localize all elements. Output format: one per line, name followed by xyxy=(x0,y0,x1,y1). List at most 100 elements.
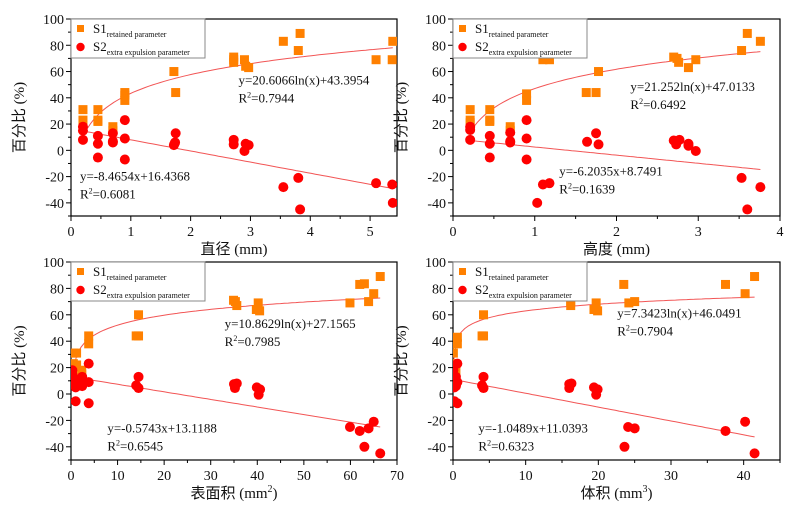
y-axis: -40 -20 0 20 40 60 80 100 xyxy=(425,13,453,217)
s2-point xyxy=(505,127,516,138)
x-tick-label: 1 xyxy=(127,225,134,240)
legend-s2-label: S2extra expulsion parameter xyxy=(475,282,572,300)
s2-point xyxy=(231,378,242,389)
x-tick-label: 4 xyxy=(307,225,314,240)
x-tick-label: 20 xyxy=(591,469,605,484)
y-tick-label: 100 xyxy=(425,256,446,271)
s2-point xyxy=(505,137,516,148)
x-tick-label: 40 xyxy=(737,469,751,484)
legend-box xyxy=(70,261,206,302)
s1-point xyxy=(278,36,288,46)
y-tick-label: 80 xyxy=(50,282,64,297)
s2-r-squared: R2=0.1639 xyxy=(559,181,615,196)
y-tick-label: 60 xyxy=(50,309,64,324)
y-tick-label: 100 xyxy=(43,13,64,28)
y-tick-label: 0 xyxy=(57,388,64,403)
s2-point xyxy=(107,128,118,139)
s2-point xyxy=(368,416,379,427)
legend-s1-label: S1retained parameter xyxy=(475,21,549,39)
panel-top-right: -40 -20 0 20 40 60 80 100 0 1 2 3 4 高度 (mm) 百分比 (%) y=2… xyxy=(393,13,784,258)
y-tick-label: -40 xyxy=(45,441,64,456)
legend-box xyxy=(70,18,206,59)
y-tick-label: 20 xyxy=(50,118,64,133)
legend-box xyxy=(452,18,588,59)
y-tick-label: 100 xyxy=(425,13,446,28)
s2-points xyxy=(71,358,386,459)
s2-point xyxy=(749,448,760,459)
s1-point xyxy=(169,67,179,77)
legend-s1-marker xyxy=(459,25,466,32)
s1-point xyxy=(359,279,369,289)
s2-point xyxy=(387,197,397,208)
s2-point xyxy=(465,124,476,135)
x-tick-label: 3 xyxy=(695,225,702,240)
s1-point xyxy=(630,297,640,307)
s2-point xyxy=(133,383,144,394)
x-axis: 0 1 2 3 4 xyxy=(450,216,784,240)
s1-fit-curve xyxy=(72,297,381,369)
s1-point xyxy=(740,289,750,299)
y-tick-label: 80 xyxy=(432,282,446,297)
s1-point xyxy=(566,297,576,307)
s2-point xyxy=(465,134,476,145)
s2-point xyxy=(582,136,593,147)
s1-point xyxy=(239,55,249,65)
s1-point xyxy=(674,57,684,67)
s1-point xyxy=(171,88,181,98)
s1-point xyxy=(253,298,263,308)
y-tick-label: 20 xyxy=(432,362,446,377)
s2-fit-equation: y=-6.2035x+8.7491 xyxy=(559,163,663,178)
s1-point xyxy=(737,46,747,56)
s2-point xyxy=(255,384,266,395)
s1-point xyxy=(465,105,475,115)
s1-point xyxy=(538,55,548,65)
legend-s1-marker xyxy=(77,268,84,275)
s2-point xyxy=(484,152,495,163)
s1-point xyxy=(371,55,381,65)
s2-point xyxy=(720,425,731,436)
legend-s2-marker xyxy=(76,42,85,52)
x-tick-label: 0 xyxy=(450,225,457,240)
y-tick-label: -20 xyxy=(427,414,446,429)
s2-point xyxy=(354,425,365,436)
s2-point xyxy=(453,398,463,409)
s2-point xyxy=(544,178,555,189)
s2-point xyxy=(690,145,701,156)
y-tick-label: 80 xyxy=(50,39,64,54)
s1-point xyxy=(244,63,254,73)
x-axis: 0 10 20 30 40 50 60 70 xyxy=(68,460,404,484)
s2-point xyxy=(119,154,130,165)
s1-point xyxy=(619,279,629,289)
s1-point xyxy=(485,105,495,115)
s2-point xyxy=(77,125,88,136)
s1-point xyxy=(120,90,130,100)
x-tick-label: 20 xyxy=(157,469,171,484)
legend-s2-marker xyxy=(458,42,467,52)
panel-top-left: -40 -20 0 20 40 60 80 100 0 1 2 3 4 5 直径 (mm) 百分比 (%) y=… xyxy=(11,13,398,258)
s1-point xyxy=(78,115,88,125)
s1-point xyxy=(453,339,462,349)
y-tick-label: 0 xyxy=(439,144,446,159)
s1-point xyxy=(691,55,701,65)
s1-point xyxy=(683,63,693,73)
x-axis-label: 直径 (mm) xyxy=(200,241,267,258)
s1-point xyxy=(479,310,489,320)
s2-point xyxy=(371,178,382,189)
y-tick-label: 20 xyxy=(50,362,64,377)
s2-point xyxy=(740,416,751,427)
s2-point xyxy=(107,137,118,148)
s2-point xyxy=(133,371,144,382)
y-tick-label: 20 xyxy=(432,118,446,133)
s1-point xyxy=(120,95,130,105)
s1-fit-equation: y=21.252ln(x)+47.0133 xyxy=(630,79,754,94)
s1-point xyxy=(345,298,355,308)
s1-point xyxy=(544,55,554,65)
legend-s2-label: S2extra expulsion parameter xyxy=(93,39,190,57)
s2-point xyxy=(683,140,694,151)
s1-point xyxy=(591,298,601,308)
x-tick-label: 0 xyxy=(68,225,75,240)
y-axis: -40 -20 0 20 40 60 80 100 xyxy=(425,256,453,461)
x-tick-label: 0 xyxy=(450,469,457,484)
